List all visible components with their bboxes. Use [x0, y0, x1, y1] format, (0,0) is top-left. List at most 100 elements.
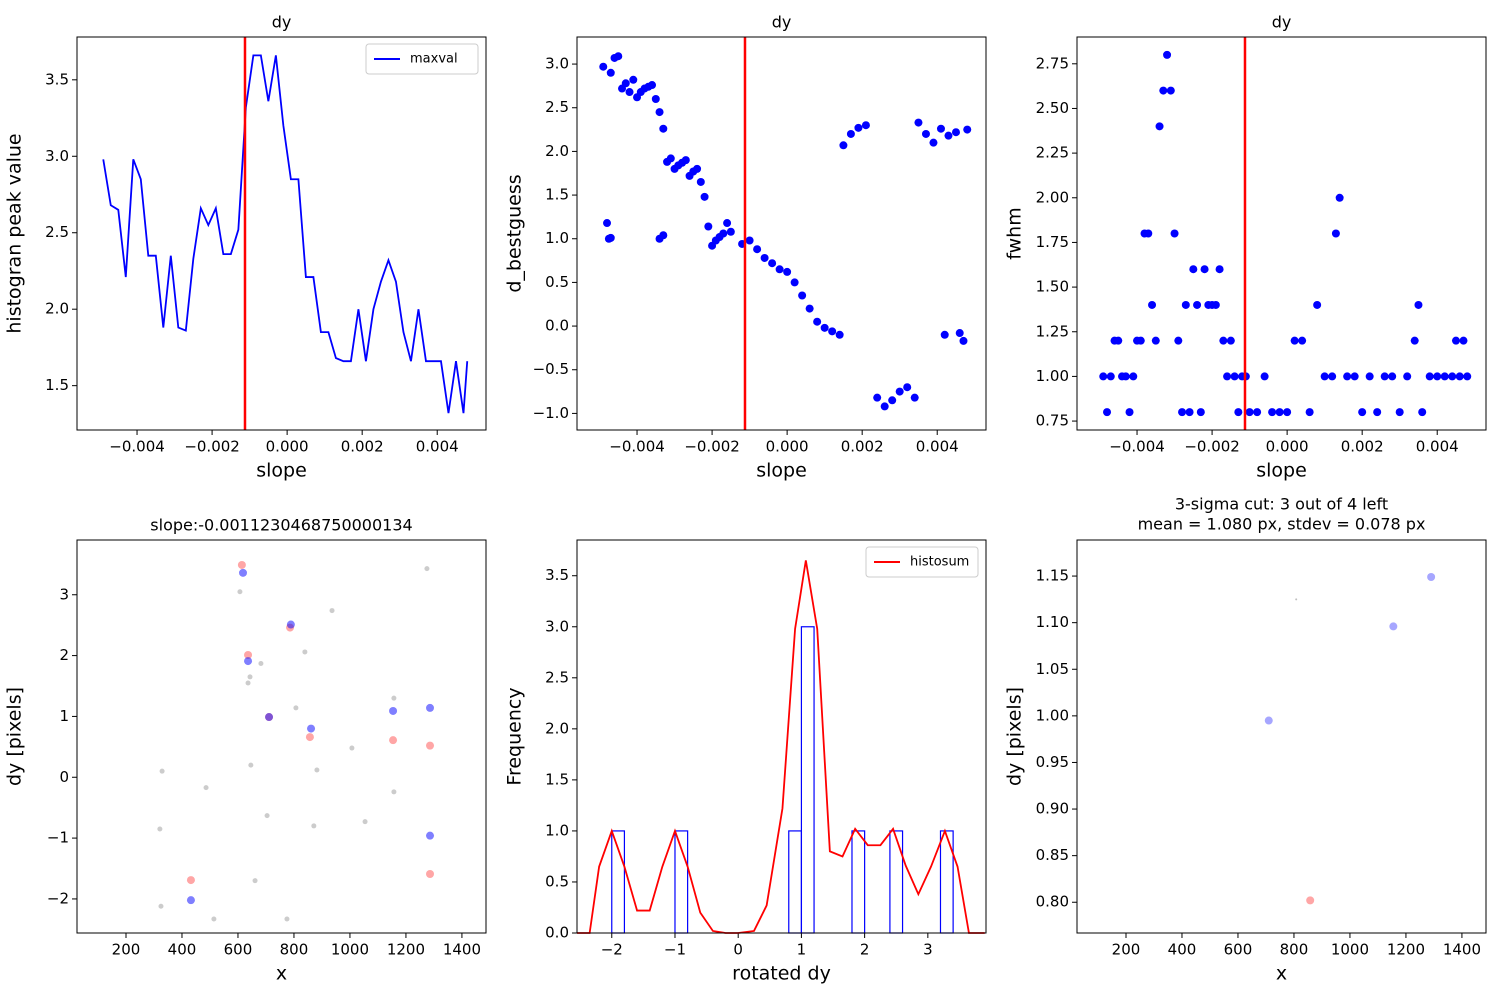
point: [820, 323, 829, 332]
x-tick-label: 0.002: [1341, 438, 1384, 456]
y-tick-label: 1.0: [545, 229, 569, 247]
y-tick-label: 3.5: [545, 566, 569, 584]
plot-frame: [1076, 539, 1487, 934]
y-tick-label: 1.05: [1036, 660, 1069, 678]
point: [625, 88, 634, 97]
point: [921, 129, 930, 138]
point: [1106, 372, 1115, 381]
point: [888, 396, 897, 405]
y-tick-label: 0.90: [1036, 800, 1069, 818]
point: [1196, 408, 1205, 417]
y-axis-label: dy [pixels]: [1004, 687, 1026, 786]
point: [211, 916, 217, 922]
point: [621, 79, 630, 88]
x-tick-label: 0.002: [341, 438, 384, 456]
point: [1451, 336, 1460, 345]
plot-frame: [576, 36, 987, 431]
chart-title: 3-sigma cut: 3 out of 4 left: [1175, 495, 1388, 514]
point: [1410, 336, 1419, 345]
point: [1389, 622, 1398, 631]
y-tick-label: 2.25: [1036, 144, 1069, 162]
x-tick-label: 1400: [443, 941, 481, 959]
y-tick-label: 0.5: [545, 872, 569, 890]
x-axis-label: rotated dy: [732, 963, 831, 985]
point: [1328, 372, 1337, 381]
y-tick-label: 0.80: [1036, 893, 1069, 911]
y-tick-label: 2.5: [45, 223, 69, 241]
point: [391, 695, 397, 701]
y-tick-label: 0.0: [545, 924, 569, 942]
point: [1395, 408, 1404, 417]
point: [244, 650, 253, 659]
subplot: 200 400 600 800 1000 1200 1400 0.80 0.85 0.90 0.95…: [1004, 495, 1487, 985]
y-tick-label: 2.50: [1036, 99, 1069, 117]
x-tick-label: 800: [1280, 941, 1309, 959]
point: [835, 330, 844, 339]
y-axis-label: fwhm: [1004, 207, 1026, 259]
y-tick-label: 1.00: [1036, 706, 1069, 724]
x-tick-label: −2: [601, 941, 623, 959]
point: [959, 336, 968, 345]
point: [1178, 408, 1187, 417]
point: [1414, 300, 1423, 309]
chart-title: mean = 1.080 px, stdev = 0.078 px: [1138, 515, 1426, 534]
point: [1260, 372, 1269, 381]
chart-title: dy: [772, 13, 792, 32]
point: [237, 589, 243, 595]
point: [265, 713, 274, 722]
point: [1365, 372, 1374, 381]
y-tick-label: 1.75: [1036, 233, 1069, 251]
point: [286, 620, 295, 629]
point: [681, 156, 690, 165]
point: [1295, 598, 1298, 601]
point: [1174, 336, 1183, 345]
subplot: 200 400 600 800 1000 1200 1400 −2 −1 0 1 2 3 slope:-0…: [4, 516, 487, 985]
point: [329, 608, 335, 614]
point: [424, 566, 430, 572]
x-tick-label: 1200: [1387, 941, 1425, 959]
y-tick-label: 2.0: [545, 719, 569, 737]
y-tick-label: 1.5: [545, 186, 569, 204]
y-tick-label: 3.5: [45, 70, 69, 88]
point: [693, 164, 702, 173]
point: [1418, 408, 1427, 417]
x-tick-label: 400: [168, 941, 197, 959]
y-axis-label: dy [pixels]: [4, 687, 26, 786]
subplot: −0.004 −0.002 0.000 0.002 0.004 0.75 1.00 1.25 1…: [1004, 13, 1487, 482]
point: [1448, 372, 1457, 381]
y-tick-label: 0: [59, 768, 69, 786]
x-tick-label: 1: [797, 941, 807, 959]
point: [1200, 265, 1209, 274]
x-tick-label: 200: [112, 941, 141, 959]
y-tick-label: 3.0: [45, 147, 69, 165]
y-tick-label: 1.50: [1036, 278, 1069, 296]
point: [783, 267, 792, 276]
plot-frame: [76, 539, 487, 934]
legend-box: [865, 546, 979, 578]
x-axis-label: x: [1276, 963, 1287, 985]
y-tick-label: 2.00: [1036, 188, 1069, 206]
point: [606, 233, 615, 242]
y-tick-label: −1.0: [533, 404, 569, 422]
point: [719, 229, 728, 238]
point: [1181, 300, 1190, 309]
y-tick-label: 1.00: [1036, 367, 1069, 385]
x-tick-label: 0.000: [1266, 438, 1309, 456]
point: [1427, 572, 1436, 581]
point: [1185, 408, 1194, 417]
point: [723, 219, 732, 228]
point: [389, 706, 398, 715]
x-tick-label: 0: [733, 941, 743, 959]
y-tick-label: 1.25: [1036, 322, 1069, 340]
point: [1151, 336, 1160, 345]
point: [873, 393, 882, 402]
subplot: −0.004 −0.002 0.000 0.002 0.004 1.5 2.0 2.5 3.0 3…: [4, 13, 487, 482]
y-tick-label: 0.95: [1036, 753, 1069, 771]
y-tick-label: 0.85: [1036, 846, 1069, 864]
point: [245, 680, 251, 686]
point: [1136, 336, 1145, 345]
point: [963, 125, 972, 134]
x-tick-label: 1400: [1443, 941, 1481, 959]
x-tick-label: −0.004: [109, 438, 165, 456]
point: [1230, 372, 1239, 381]
